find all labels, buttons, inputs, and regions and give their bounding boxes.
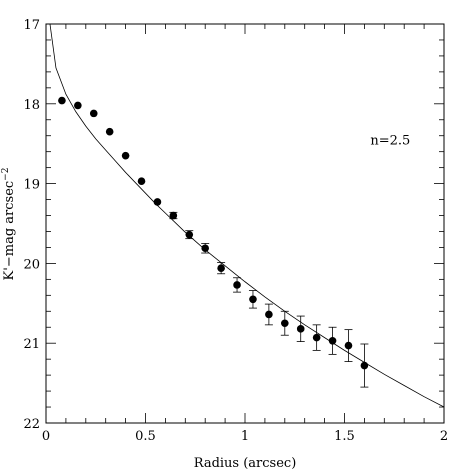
data-point <box>89 109 98 118</box>
data-point <box>360 361 369 370</box>
axes-frame <box>45 23 445 424</box>
y-tick-label: 22 <box>23 417 40 432</box>
data-point <box>153 198 162 206</box>
data-points-layer <box>58 96 369 388</box>
x-tick-label: 2 <box>440 429 448 444</box>
y-tick-label: 21 <box>23 337 40 352</box>
data-point <box>265 310 273 319</box>
data-point <box>328 337 337 345</box>
data-point <box>281 319 289 328</box>
y-tick-label: 19 <box>23 178 40 193</box>
data-point <box>74 101 82 110</box>
y-tick-label: 17 <box>23 18 40 33</box>
x-tick-label: 0 <box>42 429 50 444</box>
data-point <box>185 230 194 239</box>
y-tick-label: 20 <box>23 257 40 272</box>
x-tick-label: 1 <box>241 429 249 444</box>
data-point <box>137 177 146 186</box>
data-point <box>296 325 305 333</box>
data-point <box>233 281 241 289</box>
y-tick-label: 18 <box>23 98 40 113</box>
data-point <box>121 151 130 160</box>
sersic-model-curve <box>49 23 445 408</box>
model-curve-layer <box>49 23 445 408</box>
y-axis-label-main: K'−mag arcsec <box>2 181 17 281</box>
y-axis-label-superscript: −2 <box>1 168 11 181</box>
data-point <box>312 333 321 342</box>
x-tick-label: 0.5 <box>135 429 156 444</box>
sersic-index-annotation: n=2.5 <box>370 134 410 149</box>
data-point <box>58 96 66 105</box>
x-tick-label: 1.5 <box>334 429 355 444</box>
data-point <box>249 295 257 304</box>
data-point <box>201 244 209 253</box>
ticks-layer: 0 0.5 1 1.5 2 17 18 19 20 21 22 <box>23 18 448 444</box>
y-axis-label: K'−mag arcsec−2 <box>1 168 17 281</box>
data-point <box>217 264 225 272</box>
x-axis-label: Radius (arcsec) <box>194 456 297 471</box>
data-point <box>169 211 178 220</box>
data-point <box>105 127 114 136</box>
data-point <box>344 341 353 350</box>
